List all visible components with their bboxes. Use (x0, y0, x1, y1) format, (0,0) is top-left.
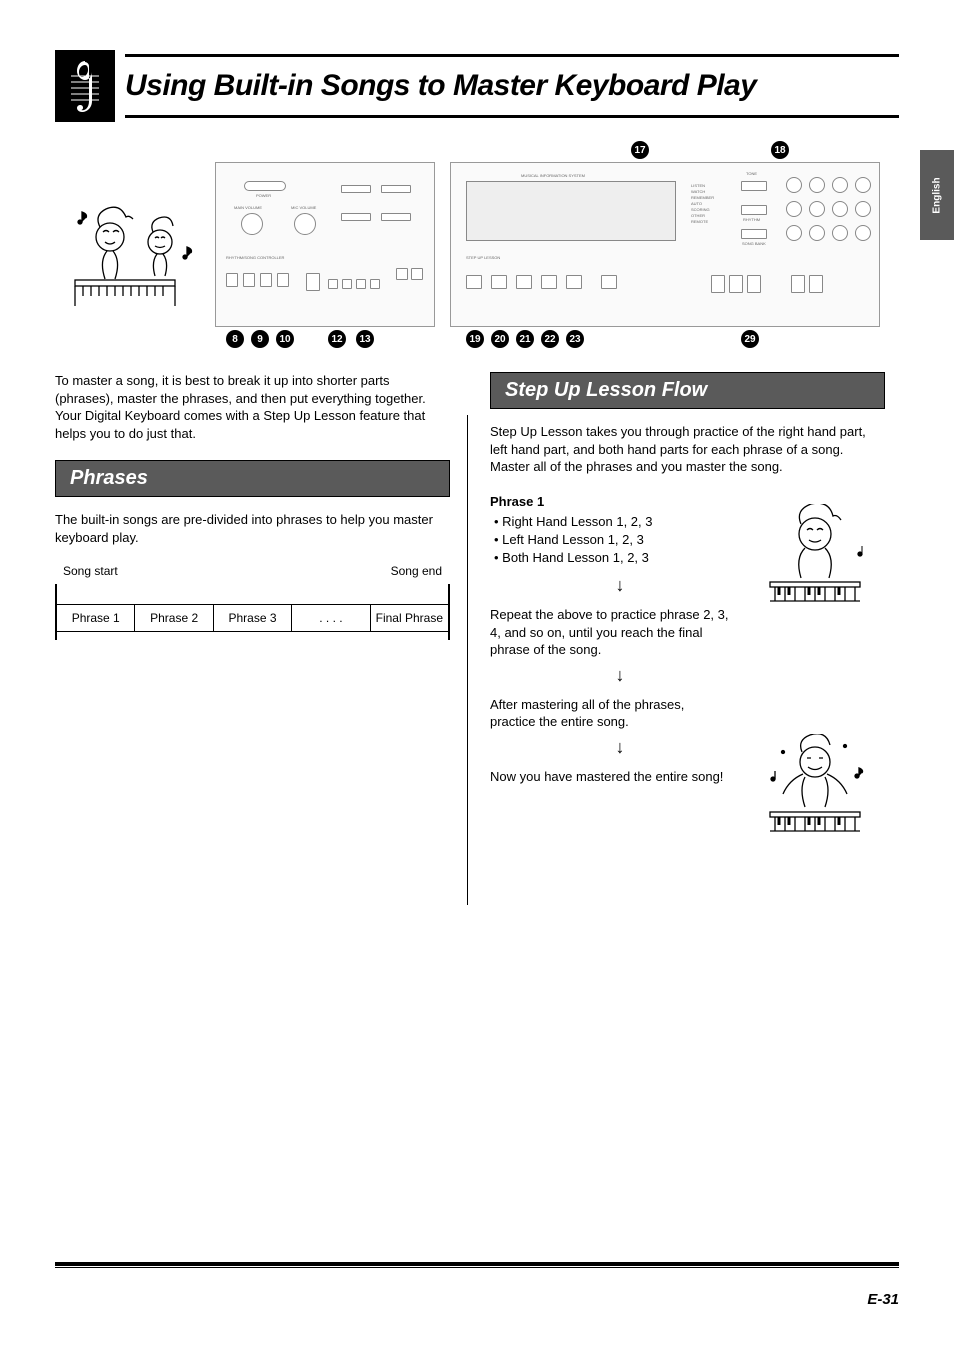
callout-9: 9 (251, 330, 269, 348)
language-tab: English (920, 150, 954, 240)
phrase-cell: . . . . (292, 605, 370, 631)
keyboard-panel-left: POWER MAIN VOLUME MIC VOLUME RHYTHM/SONG… (215, 162, 435, 327)
title-rule: Using Built-in Songs to Master Keyboard … (125, 54, 899, 118)
phrase-start-label: Song start (63, 564, 118, 578)
flow-step4: Now you have mastered the entire song! (490, 768, 730, 786)
practice-illustration (755, 504, 875, 614)
lesson-item: Both Hand Lesson 1, 2, 3 (494, 549, 745, 567)
callout-20: 20 (491, 330, 509, 348)
mastered-illustration (755, 734, 875, 844)
flow-step2: Repeat the above to practice phrase 2, 3… (490, 606, 730, 659)
left-column: To master a song, it is best to break it… (55, 372, 450, 844)
callout-17: 17 (631, 141, 649, 159)
callout-23: 23 (566, 330, 584, 348)
down-arrow-icon: ↓ (610, 737, 630, 758)
down-arrow-icon: ↓ (610, 575, 630, 596)
phrase-cell: Phrase 2 (135, 605, 213, 631)
callout-13: 13 (356, 330, 374, 348)
callout-29: 29 (741, 330, 759, 348)
phrase1-title: Phrase 1 (490, 494, 745, 509)
callout-8: 8 (226, 330, 244, 348)
page-title: Using Built-in Songs to Master Keyboard … (125, 69, 899, 103)
phrase-cell: Phrase 3 (214, 605, 292, 631)
intro-text: To master a song, it is best to break it… (55, 372, 450, 442)
page-number: E-31 (867, 1291, 899, 1308)
callout-22: 22 (541, 330, 559, 348)
phrase-end-label: Song end (391, 564, 442, 578)
stepup-header: Step Up Lesson Flow (490, 372, 885, 409)
keyboard-diagram-row: POWER MAIN VOLUME MIC VOLUME RHYTHM/SONG… (55, 162, 899, 327)
callout-18: 18 (771, 141, 789, 159)
page-title-block: Using Built-in Songs to Master Keyboard … (55, 50, 899, 122)
phrase-cell: Phrase 1 (57, 605, 135, 631)
column-divider (467, 415, 468, 905)
phrases-body: The built-in songs are pre-divided into … (55, 511, 450, 546)
callout-12: 12 (328, 330, 346, 348)
treble-clef-icon (55, 50, 115, 122)
stepup-body: Step Up Lesson takes you through practic… (490, 423, 885, 476)
down-arrow-icon: ↓ (610, 665, 630, 686)
phrase-diagram: Song start Song end Phrase 1 Phrase 2 Ph… (55, 564, 450, 664)
right-column: Step Up Lesson Flow Step Up Lesson takes… (490, 372, 885, 844)
phrase-cell: Final Phrase (371, 605, 448, 631)
language-tab-label: English (932, 177, 943, 213)
callout-19: 19 (466, 330, 484, 348)
lesson-item: Right Hand Lesson 1, 2, 3 (494, 513, 745, 531)
flow-step3: After mastering all of the phrases, prac… (490, 696, 730, 731)
keyboard-panel-right: MUSICAL INFORMATION SYSTEM LISTENWATCHRE… (450, 162, 880, 327)
footer-rule (55, 1262, 899, 1268)
lesson-item: Left Hand Lesson 1, 2, 3 (494, 531, 745, 549)
callout-21: 21 (516, 330, 534, 348)
phrases-header: Phrases (55, 460, 450, 497)
cartoon-illustration (55, 202, 200, 327)
callout-10: 10 (276, 330, 294, 348)
